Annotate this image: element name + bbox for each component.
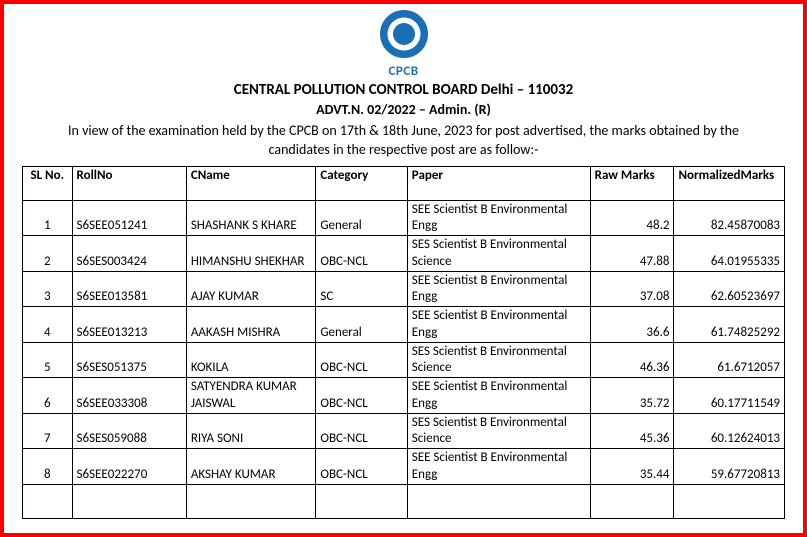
cell-roll: S6SEE022270 (72, 449, 186, 485)
cell-sl: 3 (23, 271, 73, 307)
intro-text: In view of the examination held by the C… (22, 122, 785, 160)
page-title: CENTRAL POLLUTION CONTROL BOARD Delhi – … (22, 81, 785, 99)
cell-paper: SES Scientist B Environmental Science (407, 413, 590, 449)
cell-norm: 61.74825292 (674, 307, 785, 343)
cell-norm: 64.01955335 (674, 236, 785, 272)
col-header-sl: SL No. (23, 166, 73, 200)
table-header-row: SL No. RollNo CName Category Paper Raw M… (23, 166, 785, 200)
intro-line-1: In view of the examination held by the C… (68, 122, 739, 139)
logo-text: CPCB (22, 64, 785, 79)
cell-cat: OBC-NCL (316, 378, 407, 414)
cell-raw: 37.08 (590, 271, 674, 307)
cell-roll: S6SES051375 (72, 342, 186, 378)
cell-norm: 60.17711549 (674, 378, 785, 414)
cell-raw: 45.36 (590, 413, 674, 449)
cell-raw: 46.36 (590, 342, 674, 378)
cell-roll: S6SES003424 (72, 236, 186, 272)
table-body: 1S6SEE051241SHASHANK S KHAREGeneralSEE S… (23, 200, 785, 519)
table-row: 4S6SEE013213AAKASH MISHRAGeneralSEE Scie… (23, 307, 785, 343)
cell-raw: 48.2 (590, 200, 674, 236)
cell-name: AJAY KUMAR (186, 271, 316, 307)
cell-roll: S6SEE051241 (72, 200, 186, 236)
cell-roll: S6SES059088 (72, 413, 186, 449)
col-header-name: CName (186, 166, 316, 200)
table-row: 3S6SEE013581AJAY KUMARSCSEE Scientist B … (23, 271, 785, 307)
cell-name: AKSHAY KUMAR (186, 449, 316, 485)
page-subtitle: ADVT.N. 02/2022 – Admin. (R) (22, 101, 785, 118)
cell-raw: 35.72 (590, 378, 674, 414)
cell-sl: 8 (23, 449, 73, 485)
document-frame: CPCB CENTRAL POLLUTION CONTROL BOARD Del… (0, 0, 807, 537)
cell-norm: 82.45870083 (674, 200, 785, 236)
cell-sl: 1 (23, 200, 73, 236)
cell-cat: OBC-NCL (316, 413, 407, 449)
cell-norm: 62.60523697 (674, 271, 785, 307)
cell-norm: 59.67720813 (674, 449, 785, 485)
cell-raw: 36.6 (590, 307, 674, 343)
cell-roll: S6SEE033308 (72, 378, 186, 414)
col-header-paper: Paper (407, 166, 590, 200)
col-header-cat: Category (316, 166, 407, 200)
cell-name: SATYENDRA KUMAR JAISWAL (186, 378, 316, 414)
cell-sl: 2 (23, 236, 73, 272)
cell-paper: SEE Scientist B Environmental Engg (407, 378, 590, 414)
cell-cat: General (316, 307, 407, 343)
cell-paper: SES Scientist B Environmental Science (407, 342, 590, 378)
cell-cat: OBC-NCL (316, 342, 407, 378)
cell-name: HIMANSHU SHEKHAR (186, 236, 316, 272)
cell-raw: 35.44 (590, 449, 674, 485)
col-header-raw: Raw Marks (590, 166, 674, 200)
cell-roll: S6SEE013213 (72, 307, 186, 343)
cell-cat: OBC-NCL (316, 449, 407, 485)
table-row: 8S6SEE022270AKSHAY KUMAROBC-NCLSEE Scien… (23, 449, 785, 485)
col-header-roll: RollNo (72, 166, 186, 200)
cell-sl: 7 (23, 413, 73, 449)
table-row: 7S6SES059088RIYA SONIOBC-NCLSES Scientis… (23, 413, 785, 449)
cell-sl: 4 (23, 307, 73, 343)
cpcb-logo-icon (380, 10, 428, 58)
table-row: 2S6SES003424HIMANSHU SHEKHAROBC-NCLSES S… (23, 236, 785, 272)
table-row: 1S6SEE051241SHASHANK S KHAREGeneralSEE S… (23, 200, 785, 236)
cell-paper: SEE Scientist B Environmental Engg (407, 307, 590, 343)
cell-raw: 47.88 (590, 236, 674, 272)
cell-norm: 60.12624013 (674, 413, 785, 449)
results-table: SL No. RollNo CName Category Paper Raw M… (22, 166, 785, 520)
intro-line-2: candidates in the respective post are as… (269, 141, 539, 158)
col-header-norm: NormalizedMarks (674, 166, 785, 200)
cell-norm: 61.6712057 (674, 342, 785, 378)
cell-sl: 6 (23, 378, 73, 414)
logo-block: CPCB (22, 10, 785, 79)
cell-paper: SES Scientist B Environmental Science (407, 236, 590, 272)
table-row-empty (23, 484, 785, 519)
cell-roll: S6SEE013581 (72, 271, 186, 307)
cell-sl: 5 (23, 342, 73, 378)
cell-cat: OBC-NCL (316, 236, 407, 272)
cell-name: AAKASH MISHRA (186, 307, 316, 343)
table-row: 6S6SEE033308SATYENDRA KUMAR JAISWALOBC-N… (23, 378, 785, 414)
table-row: 5S6SES051375KOKILAOBC-NCLSES Scientist B… (23, 342, 785, 378)
cell-cat: General (316, 200, 407, 236)
cell-paper: SEE Scientist B Environmental Engg (407, 449, 590, 485)
cell-name: KOKILA (186, 342, 316, 378)
cell-cat: SC (316, 271, 407, 307)
cell-name: RIYA SONI (186, 413, 316, 449)
cell-paper: SEE Scientist B Environmental Engg (407, 271, 590, 307)
cell-name: SHASHANK S KHARE (186, 200, 316, 236)
cell-paper: SEE Scientist B Environmental Engg (407, 200, 590, 236)
